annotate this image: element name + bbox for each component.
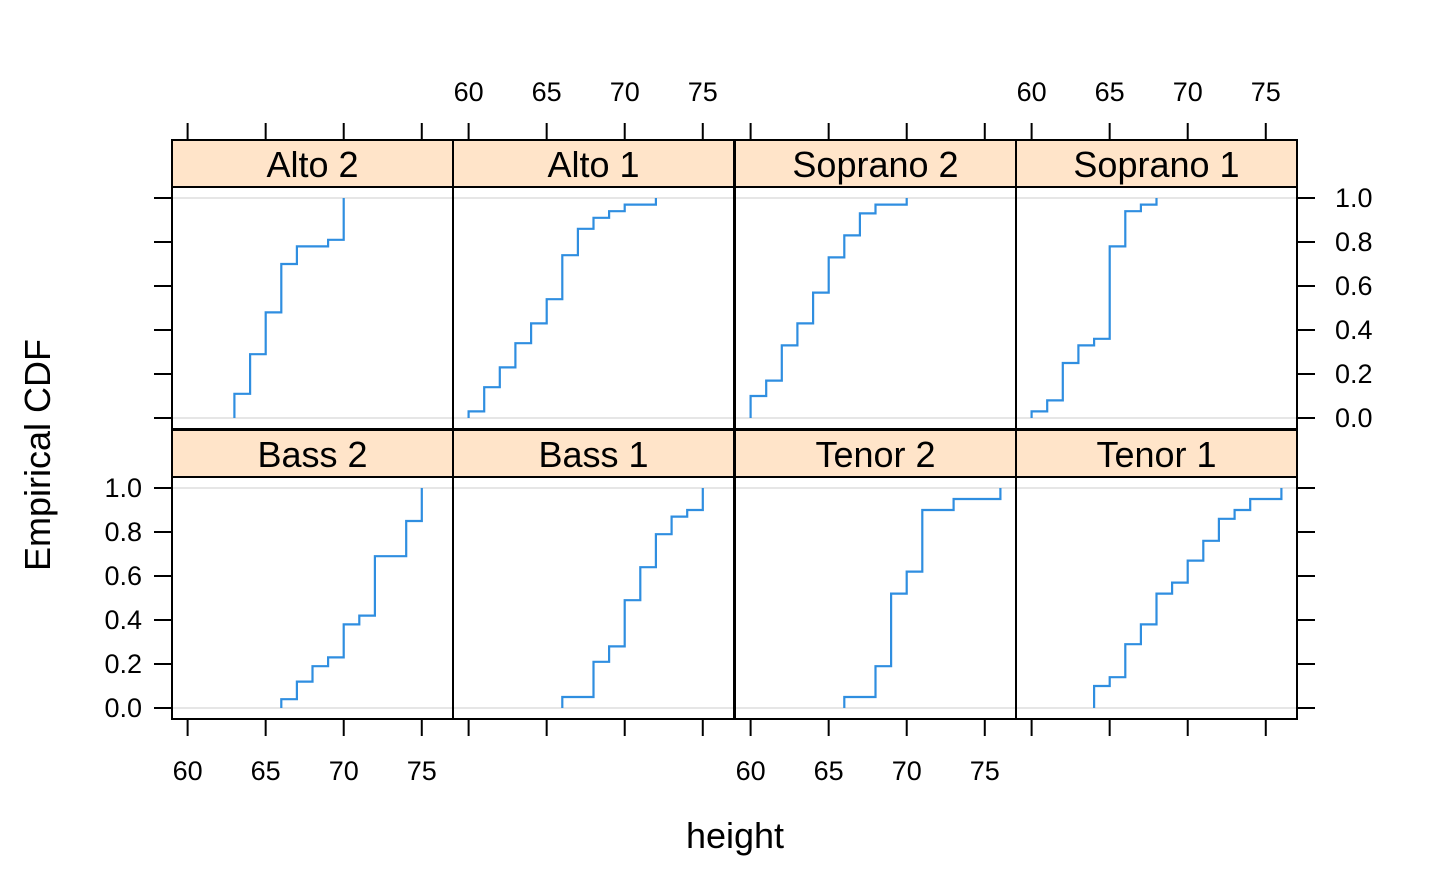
ecdf-line-alto-2 [233, 198, 345, 418]
y-tick-label-left-1-2: 0.4 [104, 605, 142, 635]
x-axis-title: height [686, 815, 784, 856]
y-tick-label-left-1-5: 1.0 [104, 473, 142, 503]
ecdf-line-alto-1 [467, 198, 657, 418]
x-tick-label-top-1-75: 75 [688, 77, 718, 107]
x-tick-label-bottom-0-60: 60 [173, 756, 203, 786]
panel-frame-alto-2 [171, 186, 454, 430]
ecdf-line-tenor-1 [1093, 488, 1283, 708]
panel-frame-bass-2 [171, 476, 454, 720]
x-tick-label-top-3-75: 75 [1251, 77, 1281, 107]
strip-label-tenor-2: Tenor 2 [815, 434, 935, 475]
panel-frame-soprano-2 [734, 186, 1017, 430]
x-tick-label-bottom-0-75: 75 [407, 756, 437, 786]
y-tick-label-left-1-0: 0.0 [104, 693, 142, 723]
x-tick-label-top-1-60: 60 [454, 77, 484, 107]
strip-alto-1 [452, 139, 735, 188]
strip-soprano-1 [1015, 139, 1298, 188]
x-tick-label-top-3-60: 60 [1017, 77, 1047, 107]
strip-tenor-1 [1015, 429, 1298, 478]
x-tick-label-bottom-2-60: 60 [736, 756, 766, 786]
strip-label-alto-2: Alto 2 [266, 144, 358, 185]
ecdf-line-tenor-2 [843, 488, 1002, 708]
y-tick-label-right-0-1: 0.2 [1335, 359, 1373, 389]
y-tick-label-left-1-1: 0.2 [104, 649, 142, 679]
y-tick-label-left-1-4: 0.8 [104, 517, 142, 547]
ecdf-line-bass-2 [280, 488, 423, 708]
strip-label-alto-1: Alto 1 [547, 144, 639, 185]
x-tick-label-bottom-0-70: 70 [329, 756, 359, 786]
strip-label-bass-2: Bass 2 [257, 434, 367, 475]
x-tick-label-bottom-0-65: 65 [251, 756, 281, 786]
x-tick-label-bottom-2-75: 75 [970, 756, 1000, 786]
strip-label-bass-1: Bass 1 [538, 434, 648, 475]
ecdf-line-soprano-2 [749, 198, 908, 418]
panel-frame-soprano-1 [1015, 186, 1298, 430]
strip-label-soprano-1: Soprano 1 [1073, 144, 1239, 185]
y-tick-label-right-0-0: 0.0 [1335, 403, 1373, 433]
x-tick-label-bottom-2-65: 65 [814, 756, 844, 786]
ecdf-line-soprano-1 [1030, 198, 1158, 418]
x-tick-label-bottom-2-70: 70 [892, 756, 922, 786]
x-tick-label-top-1-65: 65 [532, 77, 562, 107]
strip-label-soprano-2: Soprano 2 [792, 144, 958, 185]
x-tick-label-top-3-70: 70 [1173, 77, 1203, 107]
y-tick-label-right-0-4: 0.8 [1335, 227, 1373, 257]
x-tick-label-top-1-70: 70 [610, 77, 640, 107]
y-tick-label-right-0-5: 1.0 [1335, 183, 1373, 213]
y-tick-label-right-0-2: 0.4 [1335, 315, 1373, 345]
y-tick-label-right-0-3: 0.6 [1335, 271, 1373, 301]
x-tick-label-top-3-65: 65 [1095, 77, 1125, 107]
panel-frame-tenor-1 [1015, 476, 1298, 720]
ecdf-line-bass-1 [561, 488, 704, 708]
strip-label-tenor-1: Tenor 1 [1096, 434, 1216, 475]
strip-bass-2 [171, 429, 454, 478]
y-axis-title: Empirical CDF [17, 339, 58, 571]
y-tick-label-left-1-3: 0.6 [104, 561, 142, 591]
